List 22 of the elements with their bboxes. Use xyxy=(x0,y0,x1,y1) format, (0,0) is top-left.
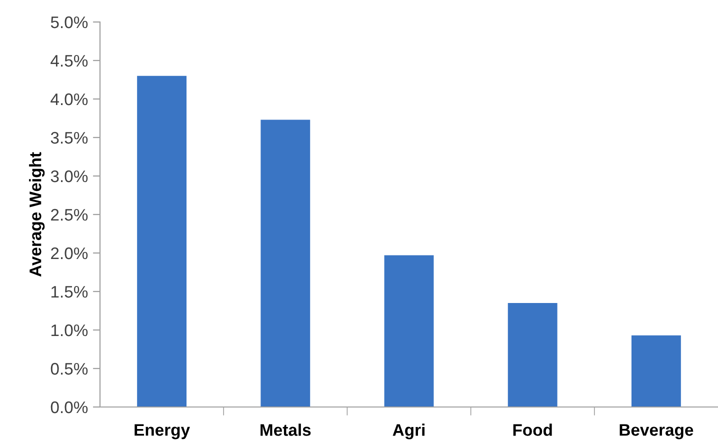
y-tick-label: 0.0% xyxy=(50,401,88,414)
y-tick-label: 3.0% xyxy=(50,170,88,182)
bar xyxy=(137,76,187,407)
y-tick-label: 2.5% xyxy=(51,208,88,221)
y-tick-label: 2.0% xyxy=(51,247,88,260)
x-tick-label: Agri xyxy=(392,424,424,440)
x-tick-label: Beverage xyxy=(620,424,694,440)
y-tick-label: 3.5% xyxy=(50,132,88,144)
x-tick-label: Energy xyxy=(134,424,190,440)
x-tick-label: Metals xyxy=(260,424,311,436)
y-tick-label: 1.5% xyxy=(51,286,88,298)
y-tick-label: 4.0% xyxy=(50,93,88,106)
y-tick-label: 5.0% xyxy=(50,16,88,28)
y-axis-title: Average Weight xyxy=(29,152,45,277)
bar xyxy=(631,335,681,407)
bar xyxy=(384,255,434,407)
bar xyxy=(508,303,558,407)
y-tick-label: 4.5% xyxy=(50,54,88,67)
x-tick-label: Food xyxy=(513,424,552,436)
y-tick-label: 0.5% xyxy=(50,362,88,375)
y-tick-label: 1.0% xyxy=(51,324,88,336)
bar xyxy=(260,120,310,407)
